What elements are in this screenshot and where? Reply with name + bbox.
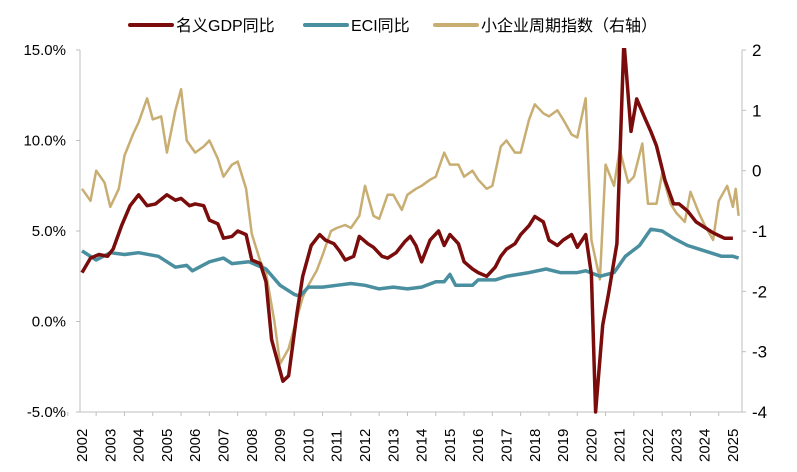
x-tick-label: 2019 bbox=[555, 429, 572, 462]
series-line-0 bbox=[80, 48, 733, 414]
series-lines bbox=[80, 48, 740, 414]
y2-tick-label: 2 bbox=[752, 41, 761, 60]
series-line-1 bbox=[81, 227, 740, 298]
x-tick-label: 2003 bbox=[102, 429, 119, 462]
x-tick-label: 2014 bbox=[414, 429, 431, 462]
x-tick-label: 2013 bbox=[385, 429, 402, 462]
y-tick-label: 10.0% bbox=[23, 133, 66, 150]
axes: -5.0% 0.0% 5.0% 10.0% 15.0% -4 -3 -2 -1 0 1 2 2002 20… bbox=[23, 41, 767, 462]
x-tick-label: 2010 bbox=[300, 429, 317, 462]
series-line-2 bbox=[80, 87, 740, 365]
x-tick-label: 2009 bbox=[272, 429, 289, 462]
legend-label-1: ECI同比 bbox=[351, 17, 410, 35]
x-tick-label: 2011 bbox=[329, 430, 346, 462]
y-tick-label: 0.0% bbox=[32, 314, 66, 331]
y2-tick-label: -2 bbox=[752, 282, 767, 301]
legend-label-0: 名义GDP同比 bbox=[176, 17, 275, 35]
x-tick-label: 2007 bbox=[216, 429, 233, 462]
x-tick-label: 2002 bbox=[74, 429, 91, 462]
y2-tick-label: 0 bbox=[752, 162, 761, 181]
legend: 名义GDP同比 ECI同比 小企业周期指数（右轴） bbox=[128, 17, 657, 35]
y-tick-label: 5.0% bbox=[32, 223, 66, 240]
x-tick-label: 2023 bbox=[668, 429, 685, 462]
x-tick-label: 2008 bbox=[244, 429, 261, 462]
x-tick-label: 2004 bbox=[131, 429, 148, 462]
legend-label-2: 小企业周期指数（右轴） bbox=[481, 17, 657, 35]
x-tick-label: 2016 bbox=[470, 429, 487, 462]
y-tick-label: 15.0% bbox=[23, 42, 66, 59]
x-tick-label: 2017 bbox=[499, 429, 516, 462]
x-tick-label: 2021 bbox=[612, 429, 629, 462]
x-tick-label: 2018 bbox=[527, 429, 544, 462]
x-tick-label: 2024 bbox=[697, 429, 714, 462]
x-tick-label: 2006 bbox=[187, 429, 204, 462]
x-tick-label: 2022 bbox=[640, 429, 657, 462]
x-tick-label: 2020 bbox=[583, 429, 600, 462]
y2-tick-label: 1 bbox=[752, 101, 761, 120]
y2-tick-label: -1 bbox=[752, 222, 767, 241]
y-tick-label: -5.0% bbox=[27, 404, 66, 421]
x-tick-label: 2012 bbox=[357, 429, 374, 462]
x-tick-label: 2005 bbox=[159, 429, 176, 462]
x-tick-label: 2025 bbox=[725, 429, 742, 462]
y2-tick-label: -4 bbox=[752, 403, 767, 422]
y2-tick-label: -3 bbox=[752, 343, 767, 362]
x-tick-label: 2015 bbox=[442, 429, 459, 462]
